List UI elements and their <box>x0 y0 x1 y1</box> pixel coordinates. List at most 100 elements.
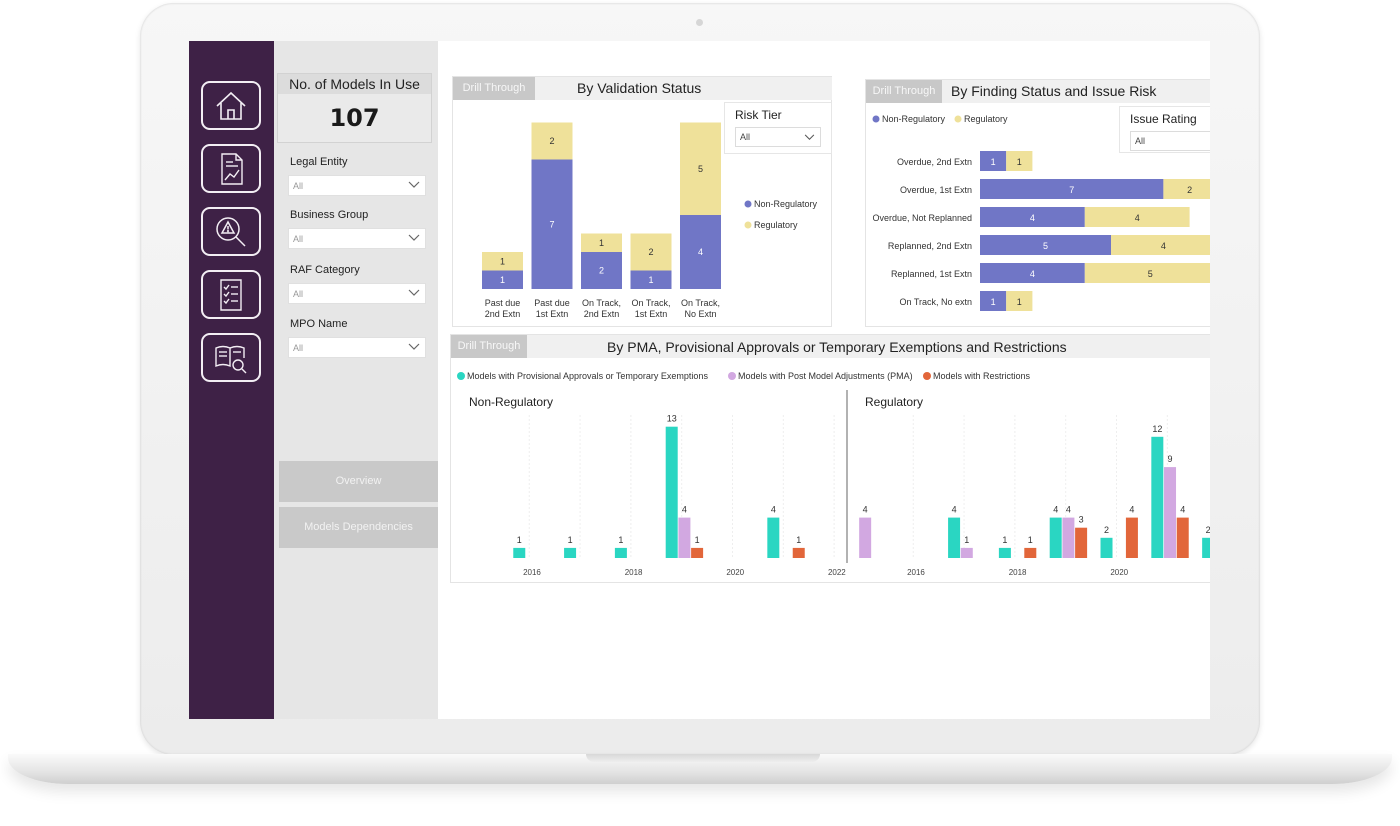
data-label: 5 <box>698 164 703 174</box>
mpo-name-value: All <box>293 343 304 353</box>
x-tick-label: 2018 <box>625 568 643 577</box>
bar[interactable] <box>1151 436 1164 558</box>
data-label: 4 <box>1066 505 1071 515</box>
raf-category-dropdown[interactable]: All <box>288 283 426 304</box>
bar-segment[interactable] <box>1006 151 1033 171</box>
laptop-notch <box>586 754 820 762</box>
data-label: 4 <box>952 505 957 515</box>
issue-rating-value: All <box>1135 136 1146 146</box>
nav-checklist-button[interactable] <box>201 270 261 319</box>
bar[interactable] <box>859 517 872 558</box>
bar-segment[interactable] <box>482 270 523 290</box>
panel-header: Drill Through By PMA, Provisional Approv… <box>451 335 1210 358</box>
mpo-name-dropdown[interactable]: All <box>288 337 426 358</box>
bar[interactable] <box>1024 547 1037 558</box>
drill-through-button[interactable]: Drill Through <box>453 77 535 100</box>
bar[interactable] <box>513 547 526 558</box>
x-tick-label: 2022 <box>828 568 846 577</box>
bar-segment[interactable] <box>980 207 1085 227</box>
nav-report-button[interactable] <box>201 144 261 193</box>
data-label: 1 <box>1002 535 1007 545</box>
bar-segment[interactable] <box>1084 263 1210 283</box>
data-label: 9 <box>1168 454 1173 464</box>
issue-rating-dropdown[interactable]: All <box>1130 131 1210 151</box>
x-tick-label: 2018 <box>1009 568 1027 577</box>
checklist-icon <box>220 278 242 311</box>
models-dependencies-button[interactable]: Models Dependencies <box>279 507 438 548</box>
bar[interactable] <box>998 547 1011 558</box>
bar-segment[interactable] <box>980 179 1164 199</box>
x-tick-label: 2016 <box>907 568 925 577</box>
nav-risk-button[interactable] <box>201 207 261 256</box>
bar-segment[interactable] <box>581 252 622 289</box>
bar[interactable] <box>1176 517 1189 558</box>
panel-header: Drill Through By Validation Status <box>453 77 832 100</box>
bar[interactable] <box>691 547 704 558</box>
bar[interactable] <box>1062 517 1075 558</box>
category-label: On Track, No extn <box>899 297 972 307</box>
data-label: 13 <box>667 414 677 424</box>
risk-tier-slicer: Risk Tier All <box>724 102 832 154</box>
data-label: 4 <box>1180 505 1185 515</box>
bar-segment[interactable] <box>1084 207 1190 227</box>
overview-button[interactable]: Overview <box>279 461 438 502</box>
pma-title: By PMA, Provisional Approvals or Tempora… <box>607 339 1067 355</box>
bar-segment[interactable] <box>1006 291 1033 311</box>
bar-segment[interactable] <box>680 215 721 289</box>
legend-label: Models with Provisional Approvals or Tem… <box>467 371 708 381</box>
bar[interactable] <box>614 547 627 558</box>
chevron-down-icon <box>804 134 815 140</box>
risk-tier-dropdown[interactable]: All <box>735 127 821 147</box>
bar-segment[interactable] <box>980 291 1007 311</box>
bar-segment[interactable] <box>482 252 523 271</box>
data-label: 1 <box>568 535 573 545</box>
bar[interactable] <box>1125 517 1138 558</box>
category-label: On Track, <box>681 298 720 308</box>
sidebar <box>189 41 274 719</box>
data-label: 4 <box>1161 241 1166 251</box>
bar-segment[interactable] <box>531 122 573 160</box>
bar-segment[interactable] <box>1111 235 1210 255</box>
bar-segment[interactable] <box>980 151 1007 171</box>
bar-segment[interactable] <box>980 263 1085 283</box>
business-group-dropdown[interactable]: All <box>288 228 426 249</box>
bar[interactable] <box>1075 527 1088 558</box>
bar-segment[interactable] <box>581 233 622 253</box>
bar[interactable] <box>792 547 805 558</box>
nav-home-button[interactable] <box>201 81 261 130</box>
bar[interactable] <box>1049 517 1062 558</box>
validation-status-panel: Drill Through By Validation Status Risk … <box>452 76 832 327</box>
drill-through-button[interactable]: Drill Through <box>451 335 527 358</box>
bar-segment[interactable] <box>630 270 672 290</box>
bar[interactable] <box>1100 537 1113 558</box>
category-label: 1st Extn <box>536 309 569 319</box>
drill-through-button[interactable]: Drill Through <box>866 80 942 103</box>
panel-header: Drill Through By Finding Status and Issu… <box>866 80 1210 103</box>
bar-segment[interactable] <box>630 233 672 271</box>
bar-segment[interactable] <box>680 122 721 216</box>
chevron-down-icon <box>408 289 420 296</box>
legend-label: Non-Regulatory <box>882 114 946 124</box>
business-group-label: Business Group <box>290 209 369 221</box>
nav-book-button[interactable] <box>201 333 261 382</box>
bar[interactable] <box>564 547 577 558</box>
data-label: 1 <box>991 297 996 307</box>
category-label: 1st Extn <box>635 309 668 319</box>
bar-segment[interactable] <box>980 235 1111 255</box>
bar[interactable] <box>948 517 961 558</box>
bar[interactable] <box>665 426 678 558</box>
data-label: 4 <box>1053 505 1058 515</box>
risk-tier-label: Risk Tier <box>735 108 782 122</box>
bar[interactable] <box>960 547 973 558</box>
data-label: 1 <box>1028 535 1033 545</box>
bar[interactable] <box>1164 467 1177 558</box>
bar-segment[interactable] <box>1163 179 1210 199</box>
legal-entity-dropdown[interactable]: All <box>288 175 426 196</box>
bar[interactable] <box>1202 537 1210 558</box>
report-chart-icon <box>221 152 243 185</box>
bar[interactable] <box>678 517 691 558</box>
legend-label: Regulatory <box>964 114 1008 124</box>
bar-segment[interactable] <box>531 159 573 290</box>
data-label: 1 <box>500 275 505 285</box>
bar[interactable] <box>767 517 780 558</box>
